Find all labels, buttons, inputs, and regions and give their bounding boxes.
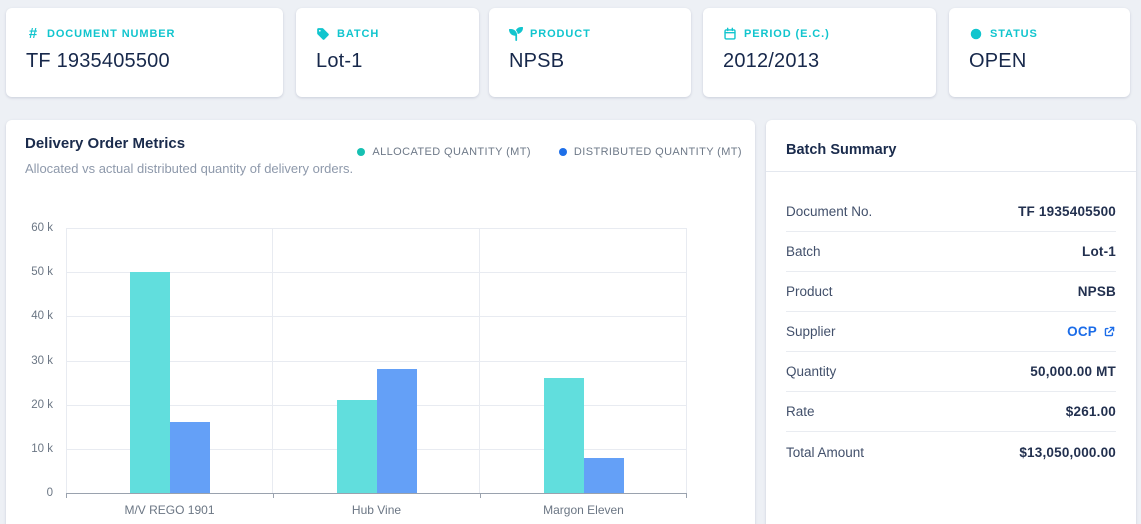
row-value: 50,000.00 MT	[1030, 364, 1116, 379]
gridline-horizontal	[66, 272, 687, 274]
row-label: Supplier	[786, 324, 836, 339]
external-link-icon	[1104, 326, 1115, 337]
gridline-vertical	[272, 228, 273, 493]
distributed-legend-dot-icon	[558, 148, 567, 156]
row-value: $13,050,000.00	[1019, 444, 1116, 460]
chart-title: Delivery Order Metrics	[25, 135, 186, 152]
batch-card: BATCH Lot-1	[296, 8, 479, 97]
period-value: 2012/2013	[723, 50, 820, 72]
row-label: Product	[786, 284, 833, 299]
period-card: PERIOD (E.C.) 2012/2013	[703, 8, 936, 97]
y-axis-tick-label: 20 k	[31, 398, 53, 411]
x-axis-tick	[480, 493, 481, 498]
supplier-link-text: OCP	[1067, 324, 1097, 339]
y-axis-tick-label: 0	[46, 487, 53, 499]
gridline-vertical	[479, 228, 480, 493]
batch-summary-panel: Batch Summary Document No. TF 1935405500…	[766, 120, 1136, 524]
y-axis-tick-label: 40 k	[31, 310, 53, 323]
document-number-label: DOCUMENT NUMBER	[47, 28, 176, 40]
chart-y-axis-labels: 0 10 k 20 k 30 k 40 k 50 k 60 k	[6, 222, 57, 499]
chart-legend: ALLOCATED QUANTITY (MT) DISTRIBUTED QUAN…	[357, 146, 742, 158]
batch-label: BATCH	[337, 28, 380, 40]
hash-icon: #	[28, 25, 38, 42]
x-axis-category-label: Hub Vine	[351, 503, 402, 517]
product-label: PRODUCT	[530, 28, 591, 40]
summary-row-supplier: Supplier OCP	[786, 312, 1116, 352]
status-label: STATUS	[990, 28, 1038, 40]
product-card: PRODUCT NPSB	[489, 8, 691, 97]
batch-summary-rows: Document No. TF 1935405500 Batch Lot-1 P…	[786, 192, 1116, 472]
gridline-horizontal	[66, 316, 687, 318]
chart-plot	[66, 228, 687, 498]
y-axis-tick-label: 30 k	[31, 354, 53, 367]
bar-allocated[interactable]	[336, 400, 377, 493]
summary-row-total-amount: Total Amount $13,050,000.00	[786, 432, 1116, 472]
x-axis-category-label: M/V REGO 1901	[124, 503, 215, 517]
gridline-vertical	[686, 228, 687, 493]
allocated-legend-dot-icon	[357, 148, 366, 156]
document-number-card: # DOCUMENT NUMBER TF 1935405500	[6, 8, 283, 97]
tag-icon	[316, 27, 330, 41]
row-value: TF 1935405500	[1018, 204, 1116, 219]
legend-item-allocated[interactable]: ALLOCATED QUANTITY (MT)	[357, 146, 531, 158]
x-axis-tick	[273, 493, 274, 498]
row-value: Lot-1	[1082, 244, 1116, 259]
bar-allocated[interactable]	[543, 378, 584, 493]
y-axis-tick-label: 10 k	[31, 442, 53, 455]
product-value: NPSB	[509, 50, 565, 72]
batch-value: Lot-1	[316, 50, 363, 72]
x-axis-tick	[66, 493, 67, 498]
bar-distributed[interactable]	[583, 457, 624, 493]
legend-allocated-label: ALLOCATED QUANTITY (MT)	[372, 146, 531, 158]
status-dot-icon	[969, 27, 983, 41]
chart-subtitle: Allocated vs actual distributed quantity…	[25, 161, 354, 176]
bar-allocated[interactable]	[129, 272, 170, 493]
summary-row-rate: Rate $261.00	[786, 392, 1116, 432]
summary-row-document-no: Document No. TF 1935405500	[786, 192, 1116, 232]
divider	[766, 171, 1136, 172]
delivery-order-metrics-panel: Delivery Order Metrics Allocated vs actu…	[6, 120, 755, 524]
row-label: Quantity	[786, 364, 837, 379]
bar-distributed[interactable]	[376, 369, 417, 493]
status-value: OPEN	[969, 50, 1027, 72]
row-value: NPSB	[1077, 284, 1116, 299]
summary-row-product: Product NPSB	[786, 272, 1116, 312]
legend-item-distributed[interactable]: DISTRIBUTED QUANTITY (MT)	[558, 146, 742, 158]
x-axis-category-label: Margon Eleven	[543, 503, 624, 517]
summary-row-batch: Batch Lot-1	[786, 232, 1116, 272]
batch-summary-title: Batch Summary	[786, 142, 897, 158]
bar-distributed[interactable]	[169, 422, 210, 493]
y-axis-tick-label: 60 k	[31, 222, 53, 234]
period-label: PERIOD (E.C.)	[744, 28, 830, 40]
y-axis-line	[66, 228, 67, 493]
document-number-value: TF 1935405500	[26, 50, 170, 72]
x-axis-tick	[686, 493, 687, 498]
seedling-icon	[509, 27, 523, 41]
row-value: $261.00	[1065, 404, 1116, 419]
legend-distributed-label: DISTRIBUTED QUANTITY (MT)	[573, 146, 742, 158]
summary-row-quantity: Quantity 50,000.00 MT	[786, 352, 1116, 392]
gridline-horizontal	[66, 360, 687, 362]
row-label: Batch	[786, 244, 821, 259]
supplier-link[interactable]: OCP	[1067, 324, 1116, 339]
row-label: Rate	[786, 404, 815, 419]
chart-x-axis-labels: M/V REGO 1901 Hub Vine Margon Eleven	[66, 503, 687, 519]
gridline-horizontal	[66, 228, 687, 229]
row-label: Total Amount	[786, 444, 865, 460]
status-card: STATUS OPEN	[949, 8, 1130, 97]
calendar-icon	[723, 27, 737, 41]
row-label: Document No.	[786, 204, 873, 219]
y-axis-tick-label: 50 k	[31, 266, 53, 279]
